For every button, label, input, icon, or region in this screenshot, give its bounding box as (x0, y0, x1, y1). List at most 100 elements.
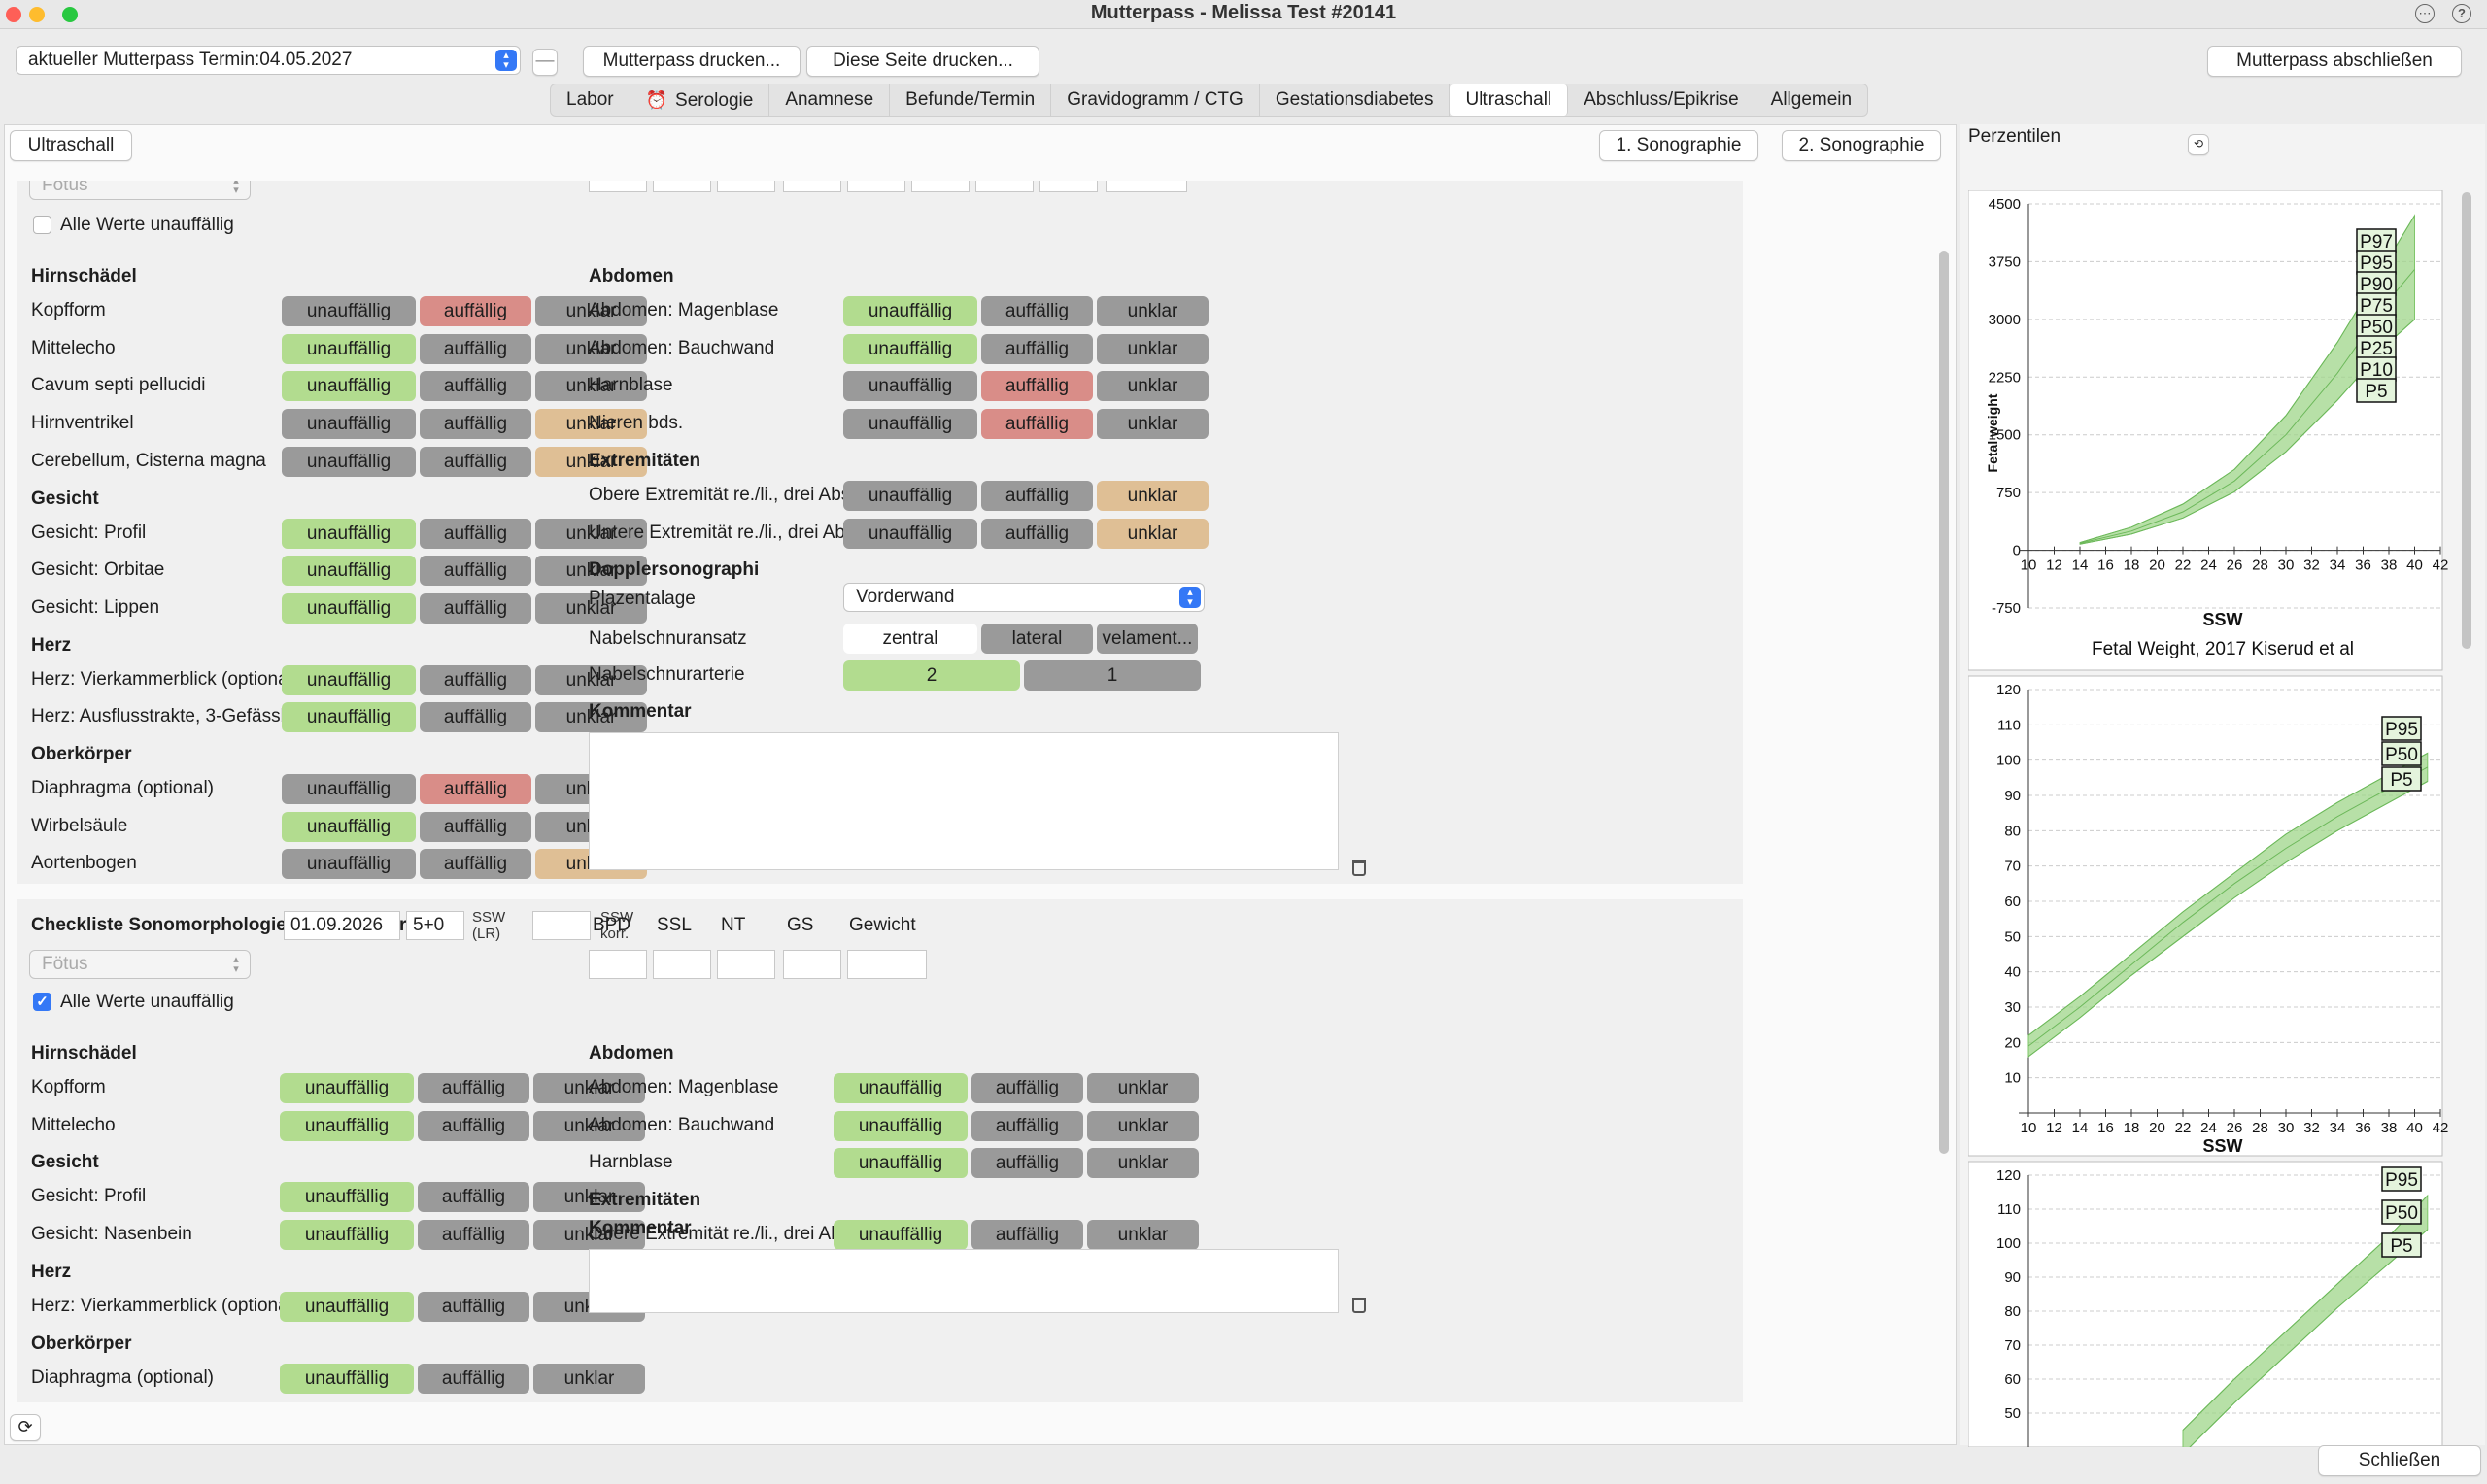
option-unclear[interactable]: unklar (533, 1073, 645, 1103)
nabelschnurarterie-1[interactable]: 1 (1024, 660, 1201, 691)
checklist-scrollbar[interactable] (1939, 251, 1949, 1154)
option-normal[interactable]: unauffällig (282, 702, 416, 733)
measure-input[interactable] (1039, 181, 1098, 192)
option-normal[interactable]: unauffällig (280, 1220, 414, 1251)
help-icon[interactable]: ? (2452, 4, 2471, 23)
option-unclear[interactable]: unklar (535, 446, 647, 477)
option-unclear[interactable]: unklar (533, 1220, 645, 1251)
measure-input[interactable] (975, 181, 1034, 192)
option-normal[interactable]: unauffällig (282, 333, 416, 364)
option-abnormal[interactable]: auffällig (981, 333, 1093, 364)
ssw-korr-input[interactable] (532, 911, 591, 940)
option-unclear[interactable]: unklar (1097, 371, 1209, 402)
measure-input[interactable] (717, 950, 775, 979)
option-abnormal[interactable]: auffällig (418, 1363, 529, 1394)
fetus-select-2[interactable]: Fötus ▴ ▾ (29, 950, 251, 979)
fetus-select-1[interactable]: Fötus ▴ ▾ (29, 181, 251, 200)
option-normal[interactable]: unauffällig (280, 1182, 414, 1213)
refresh-icon[interactable]: ⟳ (10, 1414, 41, 1441)
ssw-input[interactable]: 5+0 (406, 911, 464, 940)
option-abnormal[interactable]: auffällig (971, 1110, 1083, 1141)
tab-befunde-termin[interactable]: Befunde/Termin (890, 84, 1052, 116)
option-unclear[interactable]: unklar (1097, 480, 1209, 511)
tab-ultraschall[interactable]: Ultraschall (1449, 84, 1569, 116)
kommentar-textarea-2[interactable] (589, 1249, 1339, 1313)
option-unclear[interactable]: unklar (535, 702, 647, 733)
option-normal[interactable]: unauffällig (843, 296, 977, 326)
tab-serologie[interactable]: ⏰ Serologie (630, 84, 770, 116)
more-icon[interactable]: ⋯ (2415, 4, 2435, 23)
charts-scrollbar[interactable] (2462, 192, 2471, 649)
option-normal[interactable]: unauffällig (843, 371, 977, 402)
option-abnormal[interactable]: auffällig (418, 1291, 529, 1322)
trash-icon[interactable] (1352, 1298, 1366, 1313)
measure-input[interactable] (589, 181, 647, 192)
option-unclear[interactable]: unklar (1087, 1220, 1199, 1251)
option-abnormal[interactable]: auffällig (981, 518, 1093, 549)
option-abnormal[interactable]: auffällig (981, 296, 1093, 326)
print-mutterpass-button[interactable]: Mutterpass drucken... (583, 46, 801, 77)
all-normal-checkbox-2[interactable]: ✓ (33, 993, 51, 1011)
option-abnormal[interactable]: auffällig (971, 1148, 1083, 1179)
option-abnormal[interactable]: auffällig (420, 371, 531, 402)
option-normal[interactable]: unauffällig (282, 371, 416, 402)
nabelschnuransatz-velamentoes[interactable]: velament... (1097, 624, 1198, 654)
option-abnormal[interactable]: auffällig (418, 1073, 529, 1103)
option-abnormal[interactable]: auffällig (418, 1220, 529, 1251)
schliessen-button[interactable]: Schließen (2318, 1445, 2481, 1476)
measure-input[interactable] (847, 950, 927, 979)
option-unclear[interactable]: unklar (535, 296, 647, 326)
option-abnormal[interactable]: auffällig (971, 1220, 1083, 1251)
nabelschnuransatz-zentral[interactable]: zentral (843, 624, 977, 654)
tab-allgemein[interactable]: Allgemein (1770, 89, 1853, 110)
checklist-scroll-area[interactable]: Fötus ▴ ▾ Alle Werte unauffällig Hirnschä… (8, 181, 1745, 1414)
minimize-window-icon[interactable] (29, 7, 45, 22)
option-normal[interactable]: unauffällig (282, 811, 416, 842)
option-abnormal[interactable]: auffällig (420, 409, 531, 440)
measure-input[interactable] (911, 181, 970, 192)
option-normal[interactable]: unauffällig (843, 409, 977, 440)
measure-input[interactable] (783, 181, 841, 192)
nabelschnuransatz-lateral[interactable]: lateral (981, 624, 1093, 654)
option-abnormal[interactable]: auffällig (971, 1073, 1083, 1103)
plazentalage-select[interactable]: Vorderwand ▴ ▾ (843, 583, 1205, 612)
option-unclear[interactable]: unklar (1087, 1110, 1199, 1141)
option-abnormal[interactable]: auffällig (418, 1110, 529, 1141)
option-abnormal[interactable]: auffällig (418, 1182, 529, 1213)
option-abnormal[interactable]: auffällig (981, 480, 1093, 511)
option-normal[interactable]: unauffällig (282, 446, 416, 477)
measure-input[interactable] (717, 181, 775, 192)
option-abnormal[interactable]: auffällig (420, 296, 531, 326)
close-mutterpass-button[interactable]: Mutterpass abschließen (2207, 46, 2462, 77)
option-unclear[interactable]: unklar (1087, 1148, 1199, 1179)
ultraschall-button[interactable]: Ultraschall (10, 130, 132, 161)
option-normal[interactable]: unauffällig (282, 664, 416, 695)
measure-input[interactable] (783, 950, 841, 979)
option-unclear[interactable]: unklar (1097, 296, 1209, 326)
sonographie-1-button[interactable]: 1. Sonographie (1599, 130, 1758, 161)
option-abnormal[interactable]: auffällig (420, 518, 531, 549)
option-normal[interactable]: unauffällig (834, 1148, 968, 1179)
option-abnormal[interactable]: auffällig (420, 702, 531, 733)
option-abnormal[interactable]: auffällig (420, 774, 531, 804)
measure-input[interactable] (653, 181, 711, 192)
option-normal[interactable]: unauffällig (280, 1073, 414, 1103)
option-normal[interactable]: unauffällig (282, 774, 416, 804)
mutterpass-select[interactable]: aktueller Mutterpass Termin:04.05.2027 ▴… (16, 46, 521, 75)
option-normal[interactable]: unauffällig (834, 1220, 968, 1251)
option-unclear[interactable]: unklar (535, 518, 647, 549)
option-unclear[interactable]: unklar (533, 1110, 645, 1141)
option-unclear[interactable]: unklar (1097, 409, 1209, 440)
option-normal[interactable]: unauffällig (282, 296, 416, 326)
tab-gestationsdiabetes[interactable]: Gestationsdiabetes (1260, 84, 1450, 116)
tab-abschluss[interactable]: Abschluss/Epikrise (1568, 84, 1755, 116)
option-normal[interactable]: unauffällig (843, 333, 977, 364)
option-normal[interactable]: unauffällig (843, 480, 977, 511)
measure-input[interactable] (1106, 181, 1187, 192)
option-normal[interactable]: unauffällig (280, 1110, 414, 1141)
option-unclear[interactable]: unklar (533, 1182, 645, 1213)
option-normal[interactable]: unauffällig (834, 1110, 968, 1141)
close-window-icon[interactable] (6, 7, 21, 22)
checklist-date-input[interactable]: 01.09.2026 (284, 911, 400, 940)
option-unclear[interactable]: unklar (535, 409, 647, 440)
